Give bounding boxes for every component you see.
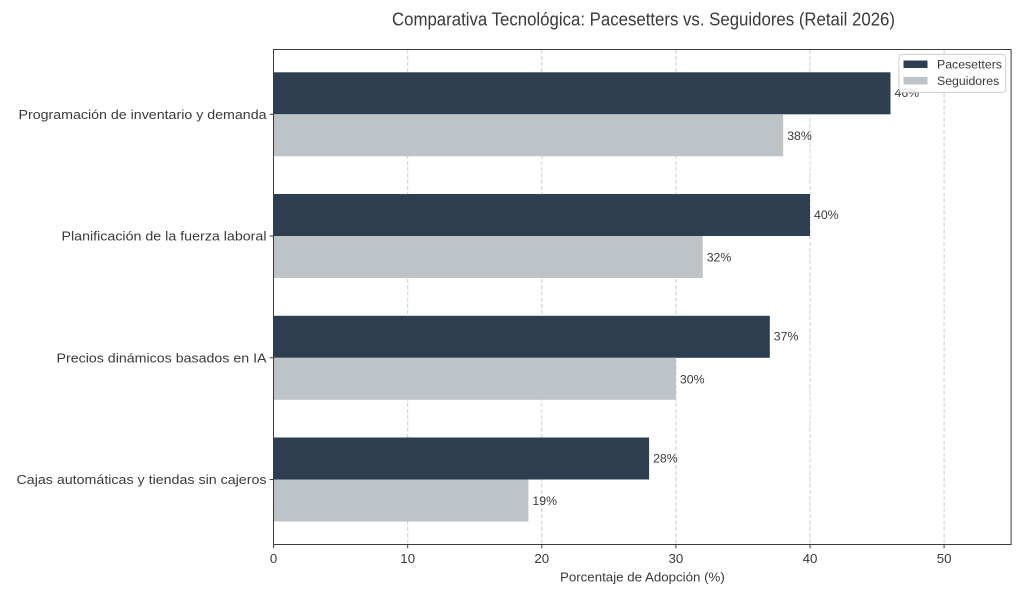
svg-text:32%: 32% <box>707 251 732 265</box>
svg-text:38%: 38% <box>787 129 812 143</box>
svg-text:Precios dinámicos basados en I: Precios dinámicos basados en IA <box>57 350 267 365</box>
svg-text:20: 20 <box>534 551 549 566</box>
svg-text:Planificación de la fuerza lab: Planificación de la fuerza laboral <box>62 229 267 244</box>
svg-text:Programación de inventario y d: Programación de inventario y demanda <box>19 107 268 122</box>
svg-text:30%: 30% <box>680 372 705 386</box>
svg-text:40: 40 <box>803 551 818 566</box>
svg-text:37%: 37% <box>774 330 799 344</box>
svg-text:Pacesetters: Pacesetters <box>937 58 1002 72</box>
svg-text:10: 10 <box>400 551 415 566</box>
svg-text:Comparativa Tecnológica: Paces: Comparativa Tecnológica: Pacesetters vs.… <box>392 9 895 30</box>
svg-text:Cajas automáticas y tiendas si: Cajas automáticas y tiendas sin cajeros <box>17 472 267 487</box>
svg-text:40%: 40% <box>814 208 839 222</box>
svg-text:30: 30 <box>669 551 684 566</box>
svg-text:19%: 19% <box>532 494 557 508</box>
svg-text:Seguidores: Seguidores <box>937 74 999 88</box>
svg-text:Porcentaje de Adopción (%): Porcentaje de Adopción (%) <box>560 570 725 585</box>
svg-text:0: 0 <box>270 551 277 566</box>
svg-text:50: 50 <box>937 551 952 566</box>
svg-text:28%: 28% <box>653 451 678 465</box>
